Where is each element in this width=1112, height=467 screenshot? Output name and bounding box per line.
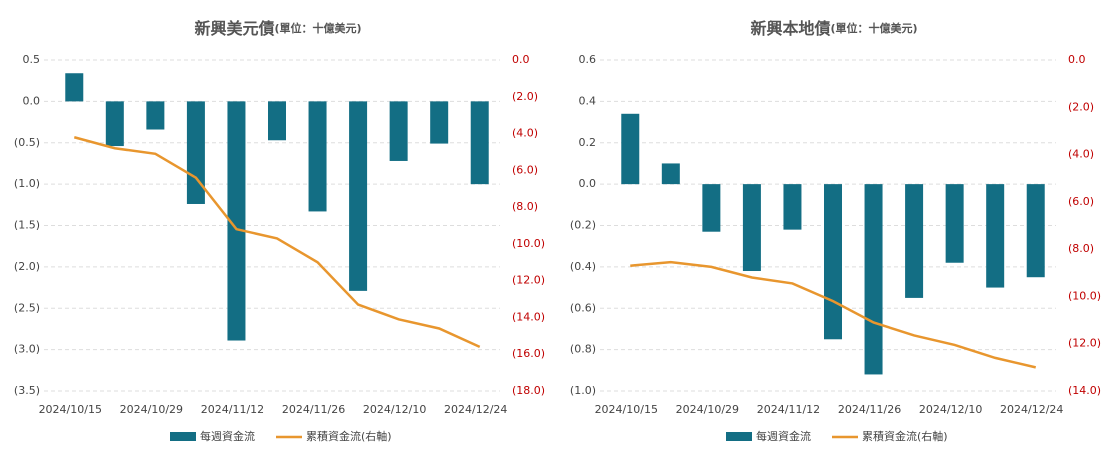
bar (783, 184, 802, 230)
y2-tick-label: (12.0) (1068, 337, 1101, 350)
y-tick-label: 0.2 (579, 136, 597, 149)
x-tick-label: 2024/12/24 (1000, 403, 1063, 416)
bar (65, 73, 84, 102)
x-tick-label: 2024/12/10 (363, 403, 426, 416)
y-tick-label: (0.6) (570, 301, 596, 314)
y-tick-label: (3.5) (14, 384, 40, 397)
y-tick-label: (0.8) (570, 343, 596, 356)
y2-tick-label: (8.0) (512, 200, 538, 213)
y2-tick-label: (18.0) (512, 384, 545, 397)
y2-tick-label: (14.0) (1068, 384, 1101, 397)
y2-tick-label: 0.0 (512, 53, 530, 66)
x-tick-label: 2024/10/15 (595, 403, 658, 416)
bar (742, 184, 761, 272)
bar (945, 184, 964, 263)
y2-tick-label: (12.0) (512, 274, 545, 287)
y2-tick-label: (10.0) (512, 237, 545, 250)
bar (186, 101, 205, 204)
x-tick-label: 2024/11/26 (282, 403, 345, 416)
bar (661, 163, 680, 185)
bar (1026, 184, 1045, 278)
x-tick-label: 2024/11/12 (201, 403, 264, 416)
bar (905, 184, 924, 298)
y2-tick-label: (10.0) (1068, 289, 1101, 302)
title-unit: (單位：十億美元) (830, 21, 917, 35)
y-tick-label: (3.0) (14, 343, 40, 356)
x-tick-label: 2024/12/24 (444, 403, 507, 416)
y2-tick-label: (6.0) (512, 163, 538, 176)
x-tick-label: 2024/11/12 (757, 403, 820, 416)
legend-label: 累積資金流(右軸) (862, 429, 948, 443)
bar (268, 101, 286, 141)
x-tick-label: 2024/11/26 (838, 403, 901, 416)
chart-title: 新興本地債(單位：十億美元) (750, 19, 917, 38)
title-main: 新興本地債 (750, 19, 830, 38)
y2-tick-label: (4.0) (1068, 148, 1094, 161)
y-tick-label: 0.4 (579, 94, 597, 107)
y-tick-label: (1.0) (570, 384, 596, 397)
chart: 新興本地債(單位：十億美元) 0.6 0.4 0.2 0.0 (0.2) (0.4) (0.6… (570, 19, 1101, 444)
y-tick-label: (1.0) (14, 177, 40, 190)
bar (470, 101, 489, 185)
y2-tick-label: (4.0) (512, 127, 538, 140)
y-tick-label: (2.5) (14, 301, 40, 314)
bar (864, 184, 883, 375)
line (73, 136, 481, 349)
y-tick-label: 0.0 (579, 177, 597, 190)
line (630, 260, 1037, 369)
y2-tick-label: (6.0) (1068, 195, 1094, 208)
y-tick-label: (0.2) (570, 219, 596, 232)
bar (105, 101, 124, 147)
x-tick-label: 2024/12/10 (919, 403, 982, 416)
bar (349, 101, 368, 291)
bar (227, 101, 246, 341)
y2-tick-label: (16.0) (512, 347, 545, 360)
y-tick-label: (2.0) (14, 260, 40, 273)
title-main: 新興美元債 (194, 19, 274, 38)
title-unit: (單位：十億美元) (274, 21, 361, 35)
y2-tick-label: 0.0 (1068, 53, 1086, 66)
bar (702, 184, 721, 232)
y-tick-label: 0.5 (23, 53, 41, 66)
bar (430, 101, 449, 144)
bar (986, 184, 1005, 288)
y-tick-label: 0.0 (23, 94, 41, 107)
legend-label: 每週資金流 (200, 429, 255, 443)
y2-tick-label: (8.0) (1068, 242, 1094, 255)
chart: 新興美元債(單位：十億美元) 0.5 0.0 (0.5) (1.0) (1.5) (2.0)… (14, 19, 545, 444)
legend-label: 每週資金流 (756, 429, 811, 443)
x-tick-label: 2024/10/15 (39, 403, 102, 416)
y-tick-label: (1.5) (14, 219, 40, 232)
x-tick-label: 2024/10/29 (120, 403, 183, 416)
y-tick-label: (0.4) (570, 260, 596, 273)
y-tick-label: (0.5) (14, 136, 40, 149)
legend-label: 累積資金流(右軸) (306, 429, 392, 443)
bar (389, 101, 408, 161)
chart-title: 新興美元債(單位：十億美元) (194, 19, 361, 38)
y2-tick-label: (2.0) (1068, 100, 1094, 113)
bar (146, 101, 165, 130)
y2-tick-label: (14.0) (512, 310, 545, 323)
bar (824, 184, 842, 340)
legend-swatch (726, 432, 752, 441)
x-tick-label: 2024/10/29 (676, 403, 739, 416)
bar (308, 101, 327, 212)
y-tick-label: 0.6 (579, 53, 597, 66)
bar (621, 113, 640, 185)
y2-tick-label: (2.0) (512, 90, 538, 103)
legend-swatch (170, 432, 196, 441)
